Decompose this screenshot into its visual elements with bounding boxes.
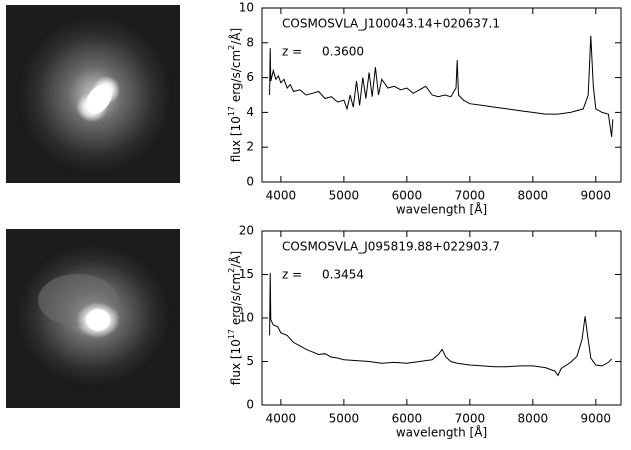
galaxy-image <box>6 229 180 408</box>
y-axis-label-part: flux [10 <box>229 116 243 162</box>
x-tick-label: 9000 <box>581 412 612 426</box>
y-axis-label-sup: 17 <box>227 106 236 116</box>
x-axis-label: wavelength [Å] <box>396 425 487 440</box>
y-axis-label-sup: 2 <box>227 268 236 273</box>
y-tick-label: 0 <box>246 398 254 412</box>
x-tick-label: 5000 <box>329 412 360 426</box>
galaxy-image <box>6 5 180 183</box>
y-tick-label: 15 <box>239 267 254 281</box>
x-tick-label: 6000 <box>392 412 423 426</box>
y-axis-label-part: flux [10 <box>229 339 243 385</box>
y-tick-label: 10 <box>239 1 254 15</box>
y-axis-label-part: erg/s/cm <box>229 50 243 106</box>
redshift-value: 0.3454 <box>322 268 364 282</box>
x-tick-label: 7000 <box>455 189 486 203</box>
redshift-value: 0.3600 <box>322 45 364 59</box>
x-tick-label: 5000 <box>329 189 360 203</box>
y-axis-label-part: erg/s/cm <box>229 273 243 329</box>
x-tick-label: 9000 <box>581 189 612 203</box>
y-tick-label: 6 <box>246 70 254 84</box>
y-tick-label: 5 <box>246 354 254 368</box>
spectrum-line <box>269 35 614 137</box>
x-tick-label: 6000 <box>392 189 423 203</box>
y-tick-label: 2 <box>246 140 254 154</box>
redshift-label: z = <box>282 268 302 282</box>
y-axis-label: flux [1017 erg/s/cm2/Å] <box>227 251 243 385</box>
x-tick-label: 8000 <box>518 189 549 203</box>
plot-frame <box>261 7 622 183</box>
x-axis-label: wavelength [Å] <box>396 202 487 217</box>
y-tick-label: 10 <box>239 311 254 325</box>
y-tick-label: 4 <box>246 105 254 119</box>
object-name: COSMOSVLA_J095819.88+022903.7 <box>282 240 500 254</box>
y-tick-label: 8 <box>246 35 254 49</box>
y-tick-label: 20 <box>239 224 254 238</box>
object-name: COSMOSVLA_J100043.14+020637.1 <box>282 17 500 31</box>
y-axis-label-part: /Å] <box>228 251 243 268</box>
x-tick-label: 4000 <box>266 412 297 426</box>
y-axis-label-part: /Å] <box>228 28 243 45</box>
x-tick-label: 4000 <box>266 189 297 203</box>
plot-frame <box>261 230 622 406</box>
redshift-label: z = <box>282 45 302 59</box>
x-tick-label: 7000 <box>455 412 486 426</box>
y-axis-label-sup: 2 <box>227 45 236 50</box>
y-tick-label: 0 <box>246 175 254 189</box>
y-axis-label: flux [1017 erg/s/cm2/Å] <box>227 28 243 162</box>
x-tick-label: 8000 <box>518 412 549 426</box>
spectrum-line <box>269 272 612 377</box>
y-axis-label-sup: 17 <box>227 329 236 339</box>
